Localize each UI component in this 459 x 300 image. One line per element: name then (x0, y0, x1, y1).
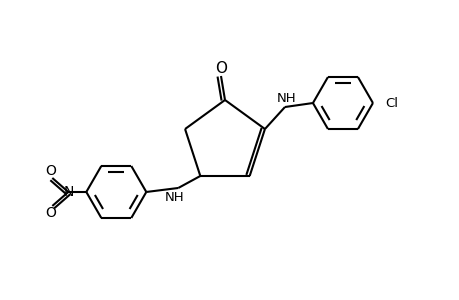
Text: NH: NH (164, 191, 184, 205)
Text: O: O (45, 164, 56, 178)
Text: O: O (45, 206, 56, 220)
Text: O: O (214, 61, 226, 76)
Text: NH: NH (276, 92, 296, 104)
Text: N: N (63, 185, 73, 199)
Text: Cl: Cl (384, 97, 397, 110)
